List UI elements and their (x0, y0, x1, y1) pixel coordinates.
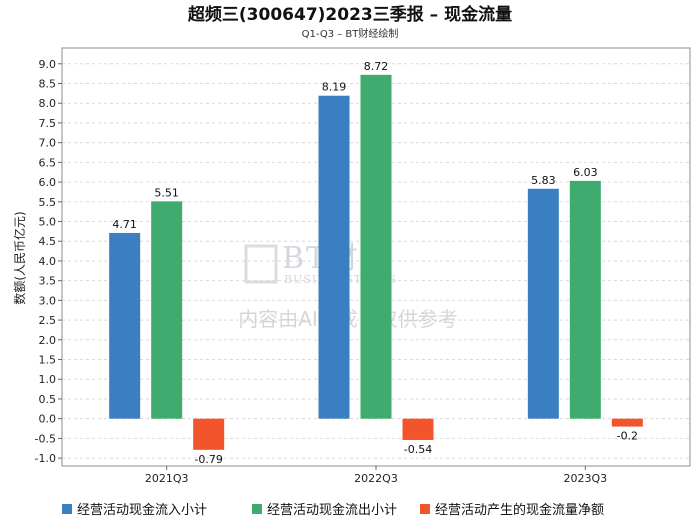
y-tick-label: 0.5 (39, 393, 57, 406)
y-tick-label: 7.5 (39, 117, 57, 130)
x-axis-ticks: 2021Q3 2022Q3 2023Q3 (145, 466, 607, 485)
chart-subtitle: Q1-Q3 – BT财经绘制 (302, 27, 399, 40)
data-label: -0.54 (404, 443, 432, 456)
legend-swatch (62, 504, 72, 514)
bar-2023Q3-s2 (569, 180, 601, 419)
x-tick-label: 2021Q3 (145, 472, 189, 485)
y-tick-label: -1.0 (35, 452, 56, 465)
legend-swatch (420, 504, 430, 514)
bar-2021Q3-s3 (193, 418, 225, 450)
x-tick-label: 2022Q3 (354, 472, 398, 485)
bar-2022Q3-s1 (318, 95, 350, 419)
y-axis-ticks: -1.0 -0.5 0.0 0.5 1.0 1.5 2.0 2.5 3.0 3.5 4.0 4.5 5.… (35, 58, 62, 465)
x-tick-label: 2023Q3 (564, 472, 608, 485)
legend: 经营活动现金流入小计 经营活动现金流出小计 经营活动产生的现金流量净额 (62, 502, 604, 518)
data-labels: 4.71 8.19 5.83 5.51 8.72 6.03 -0.79 -0.54 -0.2 (112, 60, 638, 466)
y-tick-label: 0.0 (39, 413, 57, 426)
bars (109, 74, 643, 450)
y-tick-label: 3.0 (39, 294, 57, 307)
legend-label: 经营活动产生的现金流量净额 (435, 502, 604, 518)
data-label: 6.03 (573, 166, 598, 179)
y-tick-label: 4.5 (39, 235, 57, 248)
chart-title: 超频三(300647)2023三季报 – 现金流量 (188, 4, 512, 25)
y-tick-label: 5.0 (39, 216, 57, 229)
data-label: 8.19 (322, 81, 347, 94)
legend-label: 经营活动现金流出小计 (267, 502, 397, 518)
y-axis-label: 数额(人民币亿元) (12, 211, 27, 304)
bar-2021Q3-s1 (109, 232, 141, 419)
data-label: -0.2 (617, 430, 638, 443)
data-label: 5.51 (154, 186, 179, 199)
y-tick-label: 1.0 (39, 373, 57, 386)
y-tick-label: 8.5 (39, 77, 57, 90)
y-tick-label: 2.5 (39, 314, 57, 327)
y-tick-label: 6.0 (39, 176, 57, 189)
y-tick-label: 9.0 (39, 58, 57, 71)
bar-2023Q3-s1 (527, 188, 559, 419)
y-tick-label: 1.5 (39, 354, 57, 367)
y-tick-label: 8.0 (39, 97, 57, 110)
data-label: 5.83 (531, 174, 556, 187)
bar-2022Q3-s2 (360, 74, 392, 419)
legend-swatch (252, 504, 262, 514)
bar-2021Q3-s2 (151, 201, 183, 419)
bar-2022Q3-s3 (402, 418, 434, 440)
legend-label: 经营活动现金流入小计 (77, 502, 207, 518)
y-tick-label: 7.0 (39, 137, 57, 150)
y-tick-label: 6.5 (39, 156, 57, 169)
y-tick-label: 3.5 (39, 275, 57, 288)
y-tick-label: 4.0 (39, 255, 57, 268)
bar-2023Q3-s3 (611, 418, 643, 427)
watermark-logo-icon (244, 244, 278, 284)
data-label: -0.79 (194, 453, 222, 466)
data-label: 4.71 (112, 218, 137, 231)
y-tick-label: -0.5 (35, 432, 56, 445)
y-tick-label: 2.0 (39, 334, 57, 347)
y-tick-label: 5.5 (39, 196, 57, 209)
data-label: 8.72 (364, 60, 389, 73)
